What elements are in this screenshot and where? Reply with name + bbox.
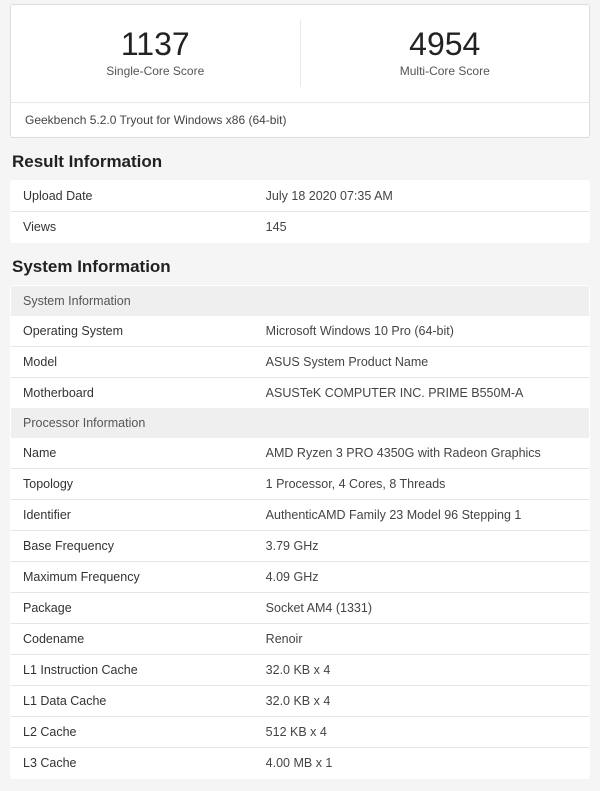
system-info-section: System Information System Information Op…	[10, 257, 590, 779]
row-key: Codename	[11, 624, 254, 655]
row-key: Views	[11, 212, 254, 243]
table-row: Topology1 Processor, 4 Cores, 8 Threads	[11, 469, 590, 500]
row-key: Operating System	[11, 316, 254, 347]
scores-row: 1137 Single-Core Score 4954 Multi-Core S…	[11, 5, 589, 102]
system-info-title: System Information	[12, 257, 590, 277]
row-key: L1 Instruction Cache	[11, 655, 254, 686]
row-value: 32.0 KB x 4	[254, 655, 590, 686]
table-row: Upload DateJuly 18 2020 07:35 AM	[11, 181, 590, 212]
row-value: 512 KB x 4	[254, 717, 590, 748]
row-key: Maximum Frequency	[11, 562, 254, 593]
table-row: PackageSocket AM4 (1331)	[11, 593, 590, 624]
table-row: ModelASUS System Product Name	[11, 347, 590, 378]
system-info-body: Operating SystemMicrosoft Windows 10 Pro…	[11, 316, 590, 408]
row-value: AMD Ryzen 3 PRO 4350G with Radeon Graphi…	[254, 438, 590, 469]
row-value: ASUSTeK COMPUTER INC. PRIME B550M-A	[254, 378, 590, 409]
row-key: Identifier	[11, 500, 254, 531]
system-info-subhead-label: System Information	[11, 286, 590, 317]
processor-info-subhead-label: Processor Information	[11, 408, 590, 438]
multi-core-label: Multi-Core Score	[311, 64, 580, 78]
row-key: Motherboard	[11, 378, 254, 409]
row-key: L1 Data Cache	[11, 686, 254, 717]
row-key: Name	[11, 438, 254, 469]
row-value: 4.09 GHz	[254, 562, 590, 593]
row-value: Renoir	[254, 624, 590, 655]
multi-core-score: 4954	[311, 27, 580, 62]
multi-core-cell: 4954 Multi-Core Score	[301, 5, 590, 102]
result-info-body: Upload DateJuly 18 2020 07:35 AMViews145	[11, 181, 590, 243]
row-key: L3 Cache	[11, 748, 254, 779]
row-value: ASUS System Product Name	[254, 347, 590, 378]
table-row: L1 Instruction Cache32.0 KB x 4	[11, 655, 590, 686]
table-row: Base Frequency3.79 GHz	[11, 531, 590, 562]
row-value: 145	[254, 212, 590, 243]
row-key: L2 Cache	[11, 717, 254, 748]
row-value: 1 Processor, 4 Cores, 8 Threads	[254, 469, 590, 500]
single-core-cell: 1137 Single-Core Score	[11, 5, 300, 102]
table-row: L2 Cache512 KB x 4	[11, 717, 590, 748]
row-key: Upload Date	[11, 181, 254, 212]
table-row: CodenameRenoir	[11, 624, 590, 655]
table-row: IdentifierAuthenticAMD Family 23 Model 9…	[11, 500, 590, 531]
table-row: Operating SystemMicrosoft Windows 10 Pro…	[11, 316, 590, 347]
row-value: Microsoft Windows 10 Pro (64-bit)	[254, 316, 590, 347]
row-value: 3.79 GHz	[254, 531, 590, 562]
system-info-subhead: System Information	[11, 286, 590, 317]
table-row: L1 Data Cache32.0 KB x 4	[11, 686, 590, 717]
result-info-section: Result Information Upload DateJuly 18 20…	[10, 152, 590, 243]
system-info-table: System Information Operating SystemMicro…	[10, 285, 590, 779]
table-row: Views145	[11, 212, 590, 243]
result-info-table: Upload DateJuly 18 2020 07:35 AMViews145	[10, 180, 590, 243]
table-row: L3 Cache4.00 MB x 1	[11, 748, 590, 779]
processor-info-body: NameAMD Ryzen 3 PRO 4350G with Radeon Gr…	[11, 438, 590, 779]
processor-info-subhead: Processor Information	[11, 408, 590, 438]
row-key: Model	[11, 347, 254, 378]
row-key: Base Frequency	[11, 531, 254, 562]
table-row: NameAMD Ryzen 3 PRO 4350G with Radeon Gr…	[11, 438, 590, 469]
result-info-title: Result Information	[12, 152, 590, 172]
single-core-score: 1137	[21, 27, 290, 62]
row-value: 4.00 MB x 1	[254, 748, 590, 779]
single-core-label: Single-Core Score	[21, 64, 290, 78]
scores-card: 1137 Single-Core Score 4954 Multi-Core S…	[10, 4, 590, 138]
row-value: AuthenticAMD Family 23 Model 96 Stepping…	[254, 500, 590, 531]
row-key: Package	[11, 593, 254, 624]
row-value: July 18 2020 07:35 AM	[254, 181, 590, 212]
scores-footer: Geekbench 5.2.0 Tryout for Windows x86 (…	[11, 102, 589, 137]
row-value: 32.0 KB x 4	[254, 686, 590, 717]
table-row: Maximum Frequency4.09 GHz	[11, 562, 590, 593]
row-key: Topology	[11, 469, 254, 500]
table-row: MotherboardASUSTeK COMPUTER INC. PRIME B…	[11, 378, 590, 409]
row-value: Socket AM4 (1331)	[254, 593, 590, 624]
